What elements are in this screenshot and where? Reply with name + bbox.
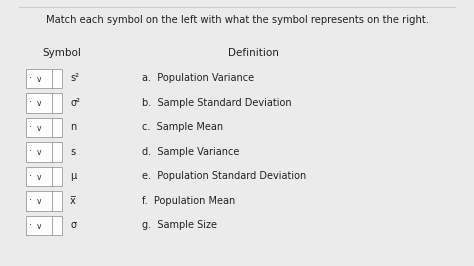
Text: v: v — [36, 197, 41, 206]
Text: v: v — [36, 148, 41, 157]
Text: σ²: σ² — [70, 98, 80, 108]
Text: Definition: Definition — [228, 48, 278, 58]
Text: ·: · — [29, 220, 32, 230]
FancyBboxPatch shape — [26, 93, 62, 113]
Text: n: n — [70, 122, 76, 132]
Text: s²: s² — [70, 73, 79, 84]
Text: s: s — [70, 147, 75, 157]
Text: v: v — [36, 222, 41, 231]
FancyBboxPatch shape — [26, 191, 62, 211]
Text: e.  Population Standard Deviation: e. Population Standard Deviation — [142, 171, 307, 181]
Text: v: v — [36, 173, 41, 182]
FancyBboxPatch shape — [26, 216, 62, 235]
Text: v: v — [36, 124, 41, 133]
Text: ·: · — [29, 73, 32, 83]
FancyBboxPatch shape — [26, 167, 62, 186]
Text: a.  Population Variance: a. Population Variance — [142, 73, 255, 84]
Text: Symbol: Symbol — [43, 48, 82, 58]
Text: c.  Sample Mean: c. Sample Mean — [142, 122, 223, 132]
FancyBboxPatch shape — [26, 118, 62, 137]
Text: σ: σ — [70, 220, 76, 230]
Text: f.  Population Mean: f. Population Mean — [142, 196, 236, 206]
Text: Match each symbol on the left with what the symbol represents on the right.: Match each symbol on the left with what … — [46, 15, 428, 25]
Text: ·: · — [29, 146, 32, 156]
Text: ·: · — [29, 97, 32, 107]
Text: d.  Sample Variance: d. Sample Variance — [142, 147, 239, 157]
Text: v: v — [36, 75, 41, 84]
FancyBboxPatch shape — [26, 69, 62, 88]
Text: x̅: x̅ — [70, 196, 76, 206]
Text: v: v — [36, 99, 41, 108]
Text: ·: · — [29, 195, 32, 205]
FancyBboxPatch shape — [26, 142, 62, 162]
Text: μ: μ — [70, 171, 76, 181]
Text: ·: · — [29, 122, 32, 132]
Text: ·: · — [29, 171, 32, 181]
Text: g.  Sample Size: g. Sample Size — [142, 220, 217, 230]
Text: b.  Sample Standard Deviation: b. Sample Standard Deviation — [142, 98, 292, 108]
